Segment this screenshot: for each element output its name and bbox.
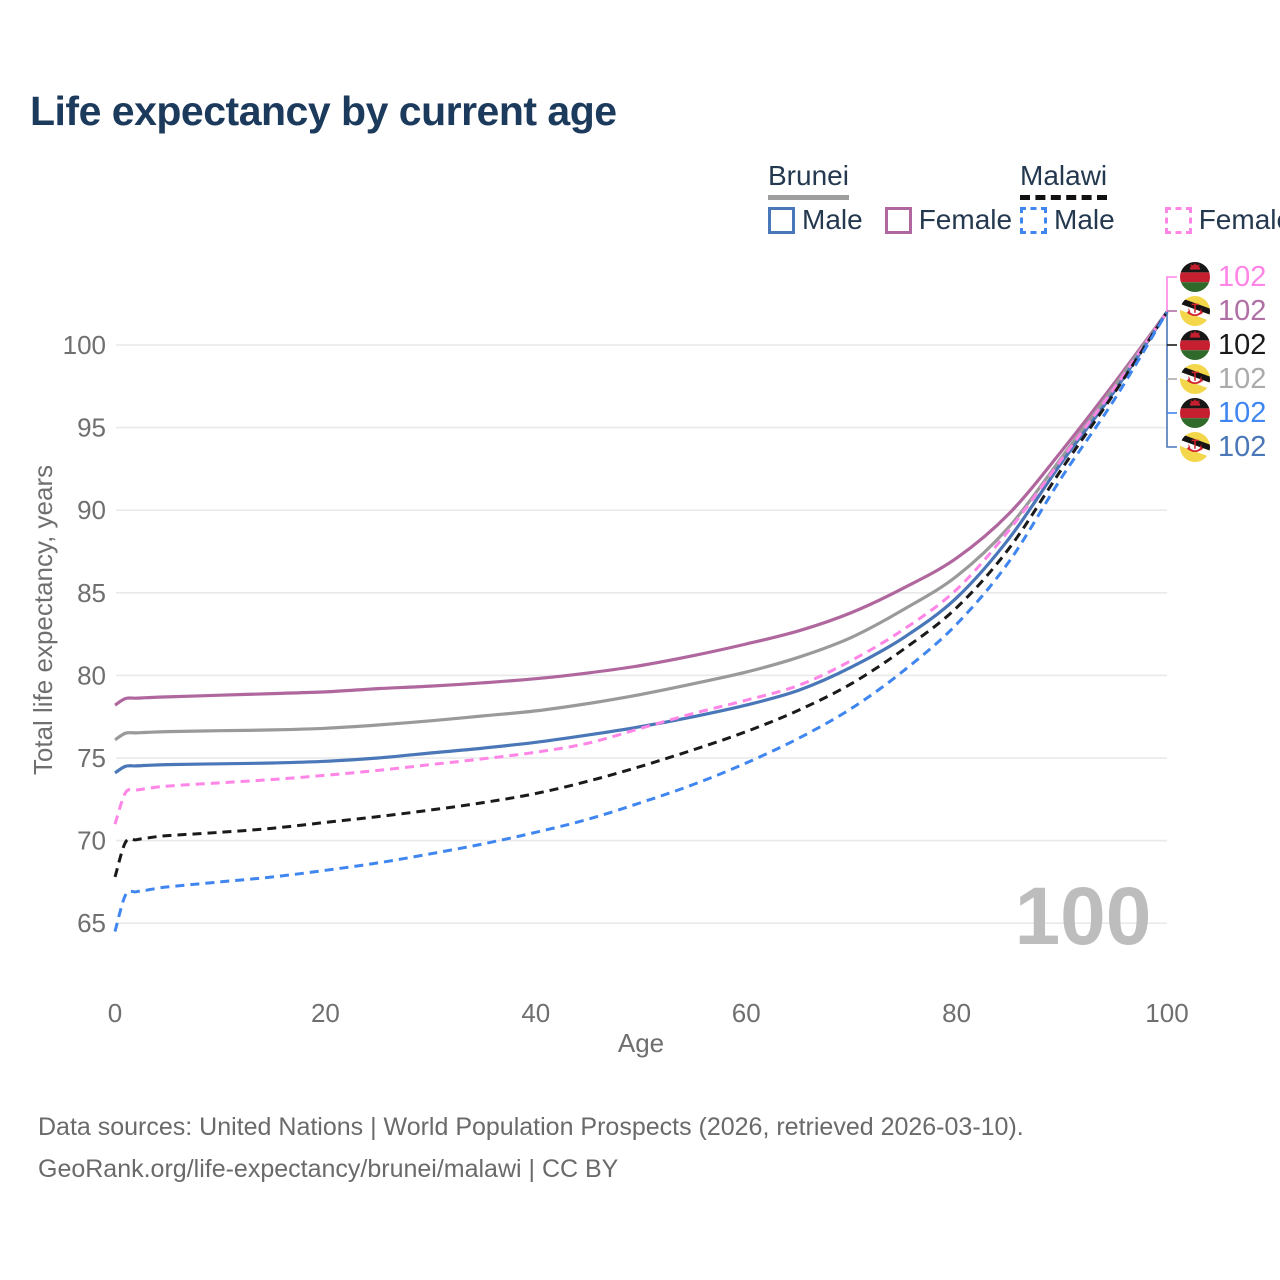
legend-group-malawi: Malawi bbox=[1020, 160, 1108, 200]
brunei-flag-icon bbox=[1180, 432, 1210, 462]
x-axis-title: Age bbox=[618, 1028, 664, 1058]
y-tick-label: 80 bbox=[77, 660, 106, 690]
end-label-leader-lines bbox=[1166, 276, 1177, 448]
end-label-row: 102 bbox=[1180, 295, 1266, 327]
legend-label: Female bbox=[918, 204, 1013, 235]
end-label-row: 102 bbox=[1180, 329, 1266, 361]
x-axis-tick-labels: 0 20 40 60 80 100 bbox=[108, 998, 1189, 1028]
x-tick-label: 0 bbox=[108, 998, 122, 1028]
malawi-flag-icon bbox=[1180, 330, 1210, 360]
malawi-flag-icon bbox=[1180, 398, 1210, 428]
end-label-row: 102 bbox=[1180, 397, 1266, 429]
x-tick-label: 80 bbox=[942, 998, 971, 1028]
brunei-flag-icon bbox=[1180, 364, 1210, 394]
brunei-flag-icon bbox=[1180, 296, 1210, 326]
legend-country-malawi[interactable]: Malawi bbox=[1020, 160, 1108, 200]
legend-item-malawi-female[interactable]: Female bbox=[1164, 204, 1280, 236]
series-line-brunei-male[interactable] bbox=[114, 311, 1169, 775]
legend-item-brunei-female[interactable]: Female bbox=[884, 204, 1013, 236]
leader-line bbox=[1166, 276, 1177, 312]
brunei-flag-icon bbox=[1180, 296, 1210, 326]
legend-row-malawi: Male Female bbox=[1020, 204, 1280, 236]
y-tick-label: 70 bbox=[77, 826, 106, 856]
legend-label: Male bbox=[802, 204, 863, 235]
y-tick-label: 100 bbox=[63, 330, 106, 360]
end-value: 102 bbox=[1218, 328, 1267, 361]
x-tick-label: 20 bbox=[311, 998, 340, 1028]
series-line-malawi-total[interactable] bbox=[113, 311, 1169, 878]
y-tick-label: 90 bbox=[77, 495, 106, 525]
legend-row-brunei: Male Female bbox=[768, 204, 1034, 236]
x-tick-label: 40 bbox=[521, 998, 550, 1028]
legend-country-brunei[interactable]: Brunei bbox=[768, 160, 849, 200]
x-tick-label: 60 bbox=[732, 998, 761, 1028]
y-tick-label: 75 bbox=[77, 743, 106, 773]
brunei-flag-icon bbox=[1180, 364, 1210, 394]
legend-item-brunei-male[interactable]: Male bbox=[768, 204, 863, 236]
leader-line bbox=[1166, 311, 1177, 448]
brunei-male-swatch-icon bbox=[768, 206, 795, 234]
end-label-row: 102 bbox=[1180, 363, 1266, 395]
malawi-flag-icon bbox=[1180, 398, 1210, 428]
legend-item-malawi-male[interactable]: Male bbox=[1020, 204, 1115, 236]
page-title: Life expectancy by current age bbox=[30, 88, 617, 134]
data-source-note: Data sources: United Nations | World Pop… bbox=[38, 1106, 1024, 1190]
gridlines bbox=[116, 344, 1167, 925]
end-value: 102 bbox=[1218, 362, 1267, 395]
legend-group-brunei: Brunei bbox=[768, 160, 849, 200]
series-line-malawi-male[interactable] bbox=[113, 311, 1169, 932]
malawi-flag-icon bbox=[1180, 262, 1210, 292]
y-tick-label: 85 bbox=[77, 578, 106, 608]
y-axis-title: Total life expectancy, years bbox=[28, 465, 58, 775]
hover-age-watermark: 100 bbox=[1015, 871, 1152, 962]
legend-label: Male bbox=[1054, 204, 1115, 235]
brunei-female-swatch-icon bbox=[884, 206, 912, 234]
x-tick-label: 100 bbox=[1145, 998, 1188, 1028]
end-label-row: 102 bbox=[1180, 261, 1266, 293]
malawi-female-swatch-icon bbox=[1164, 206, 1192, 234]
end-value: 102 bbox=[1218, 396, 1267, 429]
end-label-row: 102 bbox=[1180, 431, 1266, 463]
legend-label: Female bbox=[1198, 204, 1280, 235]
y-axis-tick-labels: 65 70 75 80 85 90 95 100 bbox=[63, 330, 106, 938]
end-value: 102 bbox=[1218, 430, 1267, 463]
y-tick-label: 65 bbox=[77, 908, 106, 938]
malawi-flag-icon bbox=[1180, 330, 1210, 360]
series-lines bbox=[113, 311, 1169, 932]
y-tick-label: 95 bbox=[77, 413, 106, 443]
series-line-brunei-female[interactable] bbox=[114, 311, 1169, 707]
series-line-malawi-female[interactable] bbox=[113, 311, 1169, 825]
series-line-brunei-total[interactable] bbox=[114, 311, 1169, 742]
malawi-flag-icon bbox=[1180, 262, 1210, 292]
brunei-flag-icon bbox=[1180, 432, 1210, 462]
source-line: Data sources: United Nations | World Pop… bbox=[38, 1113, 1024, 1141]
attribution-line: GeoRank.org/life-expectancy/brunei/malaw… bbox=[38, 1155, 619, 1183]
end-value: 102 bbox=[1218, 260, 1267, 293]
malawi-male-swatch-icon bbox=[1020, 206, 1047, 234]
end-value: 102 bbox=[1218, 294, 1267, 327]
